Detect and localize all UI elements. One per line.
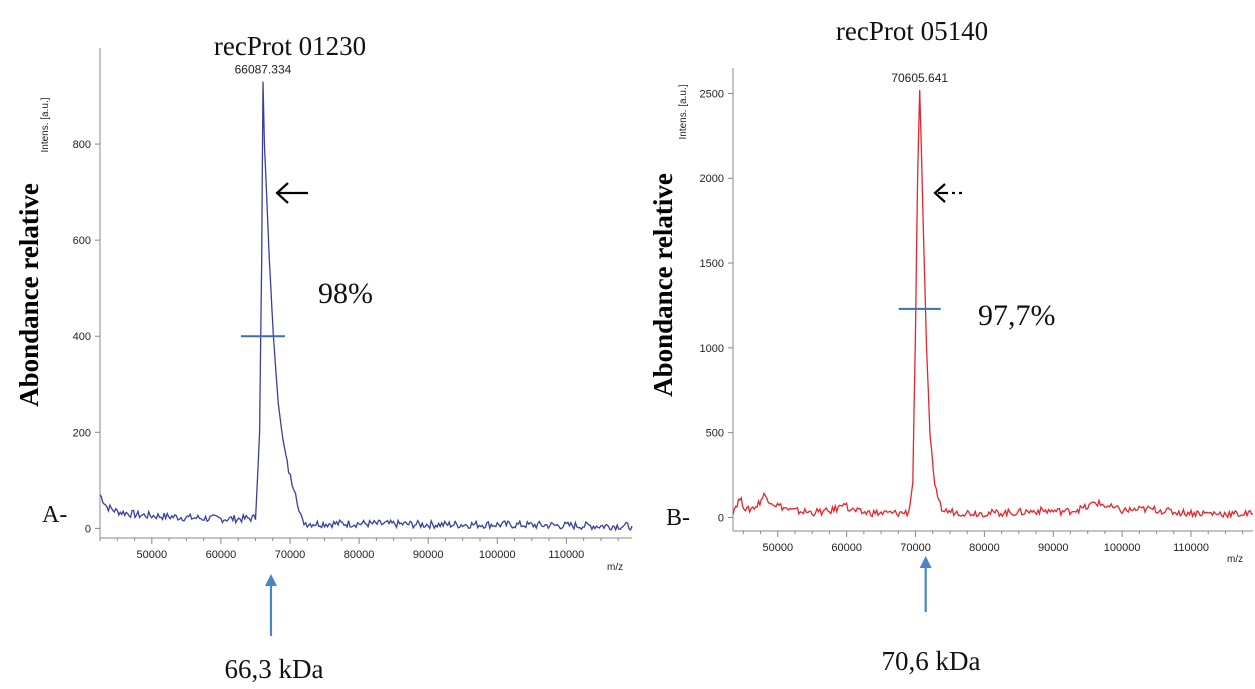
panel-a-label: A-	[42, 502, 67, 528]
panel-a-x-tick-label: 50000	[137, 549, 168, 561]
panel-a-y-ticks: 0 200 400 600 800	[73, 139, 100, 535]
panel-b-mass-label: 70,6 kDa	[882, 646, 981, 676]
panel-b-y-tick-label: 1500	[700, 258, 724, 270]
panel-a-x-tick-label: 80000	[344, 549, 375, 561]
panel-a-x-tick-label: 70000	[275, 549, 306, 561]
panel-b-x-ticks: 50000 60000 70000 80000 90000 100000 110000	[742, 531, 1244, 554]
panel-b-y-tick-label: 1000	[700, 343, 724, 355]
panel-b-x-tick-label: 110000	[1173, 542, 1209, 554]
panel-b-peak-arrow	[933, 183, 962, 203]
panel-a-ylabel: Abondance relative	[14, 183, 44, 407]
panel-b-title: recProt 05140	[836, 16, 988, 46]
panel-a-x-tick-label: 90000	[413, 549, 444, 561]
panel-a-x-unit: m/z	[607, 562, 623, 573]
panel-a-x-tick-label: 110000	[548, 549, 584, 561]
panel-a-x-tick-label: 100000	[479, 549, 516, 561]
panel-b-percent-label: 97,7%	[978, 299, 1056, 332]
panel-b-y-unit: Intens. [a.u.]	[678, 84, 689, 139]
panel-a-peak-arrow	[275, 182, 308, 204]
panel-b-y-tick-label: 0	[718, 512, 724, 524]
panel-b-ylabel: Abondance relative	[648, 173, 678, 397]
panel-a-x-tick-label: 60000	[206, 549, 237, 561]
panel-b-label: B-	[666, 505, 690, 531]
panel-a-y-unit: Intens. [a.u.]	[40, 97, 51, 152]
panel-b: recProt 05140 Abondance relative Intens.…	[648, 16, 1254, 676]
panel-b-series-line	[732, 89, 1254, 520]
panel-a-mass-arrow	[264, 574, 277, 636]
panel-b-x-unit: m/z	[1227, 554, 1243, 565]
panel-b-x-tick-label: 100000	[1104, 542, 1141, 554]
panel-b-y-ticks: 0 500 1000 1500 2000 2500	[700, 88, 733, 524]
panel-b-x-tick-label: 70000	[900, 542, 931, 554]
panel-a-y-tick-label: 400	[73, 331, 91, 343]
panel-b-mass-arrow	[919, 556, 932, 612]
panel-b-y-tick-label: 500	[706, 428, 724, 440]
panel-a-series-line	[99, 81, 633, 532]
panel-a: recProt 01230 Abondance relative Intens.…	[14, 31, 633, 684]
panel-a-percent-label: 98%	[318, 277, 373, 310]
panel-a-y-tick-label: 0	[85, 523, 91, 535]
panel-b-x-tick-label: 90000	[1038, 542, 1069, 554]
panel-a-peak-label: 66087.334	[235, 63, 292, 77]
panel-a-y-tick-label: 800	[73, 139, 91, 151]
panel-a-x-ticks: 50000 60000 70000 80000 90000 100000 110000	[99, 538, 619, 561]
panel-a-mass-label: 66,3 kDa	[225, 654, 324, 684]
panel-b-y-tick-label: 2000	[700, 173, 724, 185]
panel-b-x-tick-label: 80000	[969, 542, 1000, 554]
panel-a-y-tick-label: 200	[73, 427, 91, 439]
panel-b-x-tick-label: 50000	[762, 542, 793, 554]
panel-a-title: recProt 01230	[214, 31, 366, 61]
panel-b-peak-label: 70605.641	[891, 71, 948, 85]
panel-a-y-tick-label: 600	[73, 235, 91, 247]
panel-b-x-tick-label: 60000	[831, 542, 862, 554]
panel-b-y-tick-label: 2500	[700, 88, 724, 100]
